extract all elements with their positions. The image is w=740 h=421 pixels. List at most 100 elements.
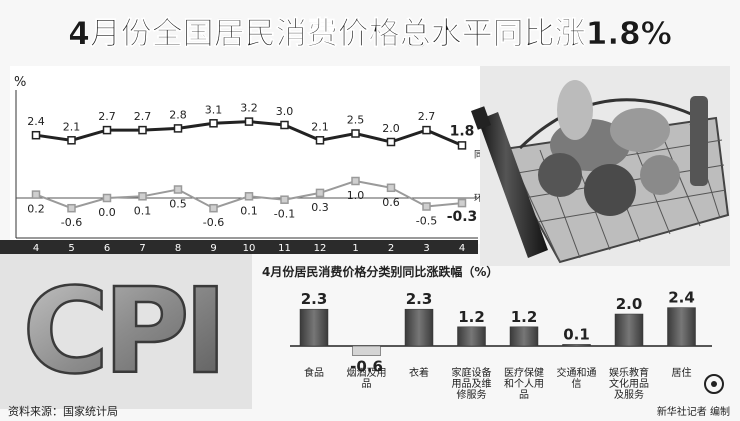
series-1-point: [457, 198, 467, 208]
series-0-data-label: 2.1: [63, 120, 81, 133]
cpi-graphic-text: CPI: [23, 262, 222, 400]
x-tick-label: 12: [314, 243, 327, 254]
x-tick-label: 8: [175, 243, 181, 254]
series-1-point: [138, 192, 147, 201]
bar-value-label: 2.3: [301, 290, 328, 308]
x-tick-label: 6: [104, 243, 110, 254]
bar-value-label: 1.2: [511, 308, 538, 326]
series-1-data-label: 0.6: [382, 196, 400, 209]
series-0-point: [173, 124, 183, 133]
series-0-data-label: 3.1: [205, 103, 223, 116]
x-tick-label: 7: [139, 243, 145, 254]
x-tick-label: 4: [33, 243, 39, 254]
series-0-point: [351, 129, 360, 138]
category-label: 家庭设备用品及维修服务: [452, 366, 492, 401]
series-1-data-label: 0.1: [134, 204, 152, 217]
series-1-data-label: 0.5: [169, 198, 187, 211]
bar-value-label: 2.0: [616, 295, 643, 313]
series-1-point: [244, 192, 254, 201]
bar: [614, 313, 644, 347]
bar: [404, 308, 434, 347]
series-0-point: [386, 137, 396, 147]
bar: [299, 308, 329, 347]
series-0-data-label: 2.0: [382, 122, 400, 135]
bar-value-label: -0.6: [350, 358, 383, 376]
bar: [352, 345, 381, 356]
x-tick-label: 2: [388, 243, 394, 254]
series-0-data-label: 2.4: [27, 115, 45, 128]
series-0-point: [138, 125, 147, 135]
series-0-point: [280, 120, 289, 130]
page-title: 4月份全国居民消费价格总水平同比涨1.8%: [68, 16, 672, 52]
bar-value-label: 0.1: [563, 325, 590, 343]
bar-value-label: 2.3: [406, 290, 433, 308]
series-1-point: [67, 203, 76, 213]
series-1-point: [209, 203, 218, 213]
series-0-point: [422, 125, 431, 135]
bar-value-label: 2.4: [668, 289, 695, 307]
series-1-data-label: 0.2: [27, 203, 45, 216]
series-1-point: [31, 190, 41, 199]
x-tick-label: 5: [68, 243, 74, 254]
series-0-point: [244, 117, 254, 126]
x-tick-label: 4: [459, 243, 465, 254]
y-axis-unit: %: [14, 75, 26, 90]
month-labels: 4 5 6 7 8 9 10 11 12 1 2 3 4: [33, 243, 465, 254]
series-1-point: [102, 193, 112, 203]
series-0-point: [31, 130, 41, 140]
series-1-data-label: -0.1: [274, 208, 295, 221]
series-0-point: [457, 141, 467, 150]
x-tick-label: 9: [210, 243, 216, 254]
series-0-point: [315, 136, 325, 145]
series-0-point: [209, 119, 218, 128]
series-1-point: [315, 188, 325, 198]
line-panel: [10, 66, 480, 244]
series-1-point: [422, 202, 431, 211]
series-0-point: [102, 125, 112, 135]
source-left: 资料来源：国家统计局: [8, 404, 118, 418]
category-label: 食品: [304, 366, 324, 379]
category-label: 娱乐教育文化用品及服务: [609, 366, 649, 401]
x-tick-label: 10: [243, 243, 256, 254]
series-0-data-label: 2.1: [311, 120, 329, 133]
series-1-data-label: 0.3: [311, 201, 329, 214]
month-strip: [0, 240, 478, 254]
series-1-data-label: -0.5: [416, 215, 437, 228]
source-right: 新华社记者 编制: [657, 405, 730, 418]
series-0-data-label: 2.7: [418, 110, 436, 123]
series-1-point: [386, 183, 396, 193]
bar: [562, 344, 591, 347]
series-1-point: [173, 185, 183, 194]
series-0-data-label: 3.0: [276, 105, 294, 118]
series-0-data-label: 2.8: [169, 108, 187, 121]
series-1-data-label: -0.3: [447, 209, 478, 225]
series-0-data-label: 2.7: [134, 110, 152, 123]
bar-value-label: 1.2: [458, 308, 485, 326]
x-tick-label: 3: [423, 243, 429, 254]
series-0-data-label: 2.7: [98, 110, 116, 123]
series-1-data-label: -0.6: [203, 216, 224, 229]
category-label: 交通和通信: [557, 366, 597, 390]
category-label: 居住: [672, 366, 692, 379]
series-0-point: [67, 136, 76, 145]
cpi-panel: [0, 254, 252, 409]
x-tick-label: 1: [352, 243, 358, 254]
series-1-data-label: -0.6: [61, 216, 82, 229]
bar: [667, 307, 696, 347]
series-1-data-label: 0.0: [98, 206, 116, 219]
category-label: 医疗保健和个人用品: [504, 366, 544, 401]
series-1-point: [351, 176, 360, 186]
series-1-point: [280, 195, 289, 204]
series-0-data-label: 2.5: [347, 114, 365, 127]
bar: [457, 326, 486, 347]
xinhua-logo-icon: [704, 374, 724, 394]
series-1-data-label: 0.1: [240, 204, 258, 217]
series-0-data-label: 1.8: [450, 123, 475, 139]
bar: [509, 326, 539, 347]
series-0-data-label: 3.2: [240, 102, 258, 115]
bar-chart-title: 4月份居民消费价格分类别同比涨跌幅（%）: [262, 264, 498, 279]
series-1-data-label: 1.0: [347, 189, 365, 202]
